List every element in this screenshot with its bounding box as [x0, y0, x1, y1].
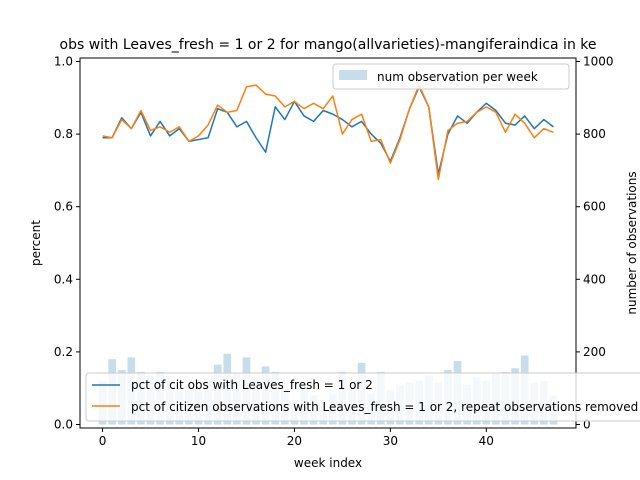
y-tick-label-0.4: 0.4 — [54, 272, 73, 286]
x-tick-label-30: 30 — [383, 434, 398, 448]
x-tick-label-10: 10 — [191, 434, 206, 448]
x-axis: 0 10 20 30 40 — [99, 428, 494, 448]
y2-axis-label: number of observations — [625, 171, 639, 314]
y-tick-label-0.8: 0.8 — [54, 127, 73, 141]
legend-bar-label: num observation per week — [377, 70, 538, 84]
y-axis-left: 0.0 0.2 0.4 0.6 0.8 1.0 — [54, 55, 80, 432]
legend-lower-box — [85, 372, 640, 422]
x-tick-label-0: 0 — [99, 434, 107, 448]
y-axis-label: percent — [29, 220, 43, 266]
x-axis-label: week index — [294, 456, 362, 470]
x-tick-label-40: 40 — [479, 434, 494, 448]
legend-lower: pct of cit obs with Leaves_fresh = 1 or … — [85, 372, 640, 422]
plot-frame — [79, 57, 577, 429]
legend-upper: num observation per week — [332, 63, 570, 90]
y2-tick-label-600: 600 — [583, 200, 606, 214]
y2-tick-label-400: 400 — [583, 272, 606, 286]
legend-line-1-label: pct of cit obs with Leaves_fresh = 1 or … — [131, 378, 373, 392]
y-tick-label-0.2: 0.2 — [54, 345, 73, 359]
y-tick-label-0.6: 0.6 — [54, 200, 73, 214]
y-axis-right: 0 200 400 600 800 1000 — [576, 55, 614, 432]
legend-line-2-label: pct of citizen observations with Leaves_… — [131, 400, 638, 414]
y-tick-label-0.0: 0.0 — [54, 418, 73, 432]
x-tick-label-20: 20 — [287, 434, 302, 448]
y2-tick-label-1000: 1000 — [583, 55, 614, 69]
legend-bar-swatch — [339, 70, 367, 80]
line-series — [102, 84, 554, 181]
y2-tick-label-800: 800 — [583, 127, 606, 141]
legend-upper-box — [332, 63, 570, 90]
series-line-2 — [102, 84, 554, 181]
chart-title: obs with Leaves_fresh = 1 or 2 for mango… — [60, 37, 597, 53]
y2-tick-label-0: 0 — [583, 418, 591, 432]
y2-tick-label-200: 200 — [583, 345, 606, 359]
y-tick-label-1.0: 1.0 — [54, 55, 73, 69]
